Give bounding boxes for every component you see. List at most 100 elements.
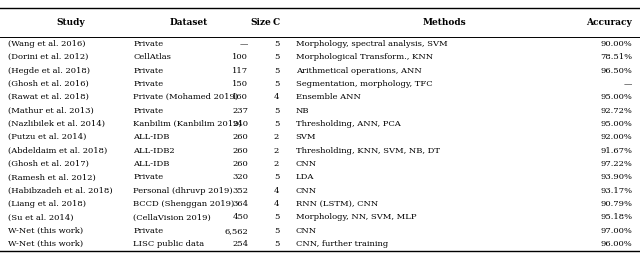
Text: (Abdeldaim et al. 2018): (Abdeldaim et al. 2018) — [8, 147, 107, 155]
Text: —: — — [240, 40, 248, 48]
Text: 2: 2 — [274, 133, 279, 141]
Text: 95.00%: 95.00% — [600, 120, 632, 128]
Text: 150: 150 — [232, 80, 248, 88]
Text: 91.67%: 91.67% — [600, 147, 632, 155]
Text: LISC public data: LISC public data — [133, 240, 204, 248]
Text: (Ghosh et al. 2017): (Ghosh et al. 2017) — [8, 160, 88, 168]
Text: (Hegde et al. 2018): (Hegde et al. 2018) — [8, 67, 90, 74]
Text: 254: 254 — [232, 240, 248, 248]
Text: 92.72%: 92.72% — [600, 106, 632, 115]
Text: (Su et al. 2014): (Su et al. 2014) — [8, 214, 73, 221]
Text: 2: 2 — [274, 147, 279, 155]
Text: Morphology, NN, SVM, MLP: Morphology, NN, SVM, MLP — [296, 214, 416, 221]
Text: Arithmetical operations, ANN: Arithmetical operations, ANN — [296, 67, 421, 74]
Text: RNN (LSTM), CNN: RNN (LSTM), CNN — [296, 200, 378, 208]
Text: 5: 5 — [274, 53, 279, 61]
Text: Private: Private — [133, 80, 163, 88]
Text: 90.00%: 90.00% — [600, 40, 632, 48]
Text: (Ghosh et al. 2016): (Ghosh et al. 2016) — [8, 80, 88, 88]
Text: 320: 320 — [232, 173, 248, 182]
Text: (Nazlibilek et al. 2014): (Nazlibilek et al. 2014) — [8, 120, 105, 128]
Text: (Dorini et al. 2012): (Dorini et al. 2012) — [8, 53, 88, 61]
Text: 93.17%: 93.17% — [600, 187, 632, 195]
Text: 2: 2 — [274, 160, 279, 168]
Text: W-Net (this work): W-Net (this work) — [8, 240, 83, 248]
Text: 5: 5 — [274, 80, 279, 88]
Text: (Liang et al. 2018): (Liang et al. 2018) — [8, 200, 86, 208]
Text: 96.00%: 96.00% — [600, 240, 632, 248]
Text: Segmentation, morphology, TFC: Segmentation, morphology, TFC — [296, 80, 432, 88]
Text: 240: 240 — [232, 120, 248, 128]
Text: 4: 4 — [274, 93, 279, 101]
Text: 5: 5 — [274, 120, 279, 128]
Text: 6,562: 6,562 — [225, 227, 248, 235]
Text: 364: 364 — [232, 200, 248, 208]
Text: —: — — [624, 80, 632, 88]
Text: Methods: Methods — [423, 18, 467, 27]
Text: 92.00%: 92.00% — [600, 133, 632, 141]
Text: (Putzu et al. 2014): (Putzu et al. 2014) — [8, 133, 86, 141]
Text: 78.51%: 78.51% — [600, 53, 632, 61]
Text: Private: Private — [133, 173, 163, 182]
Text: Private: Private — [133, 227, 163, 235]
Text: Accuracy: Accuracy — [587, 18, 632, 27]
Text: Study: Study — [56, 18, 84, 27]
Text: (CellaVision 2019): (CellaVision 2019) — [133, 214, 211, 221]
Text: ALL-IDB: ALL-IDB — [133, 133, 170, 141]
Text: 352: 352 — [232, 187, 248, 195]
Text: (Ramesh et al. 2012): (Ramesh et al. 2012) — [8, 173, 95, 182]
Text: 5: 5 — [274, 40, 279, 48]
Text: Thresholding, ANN, PCA: Thresholding, ANN, PCA — [296, 120, 401, 128]
Text: C: C — [273, 18, 280, 27]
Text: CNN: CNN — [296, 187, 317, 195]
Text: ALL-IDB: ALL-IDB — [133, 160, 170, 168]
Text: 97.00%: 97.00% — [600, 227, 632, 235]
Text: 4: 4 — [274, 187, 279, 195]
Text: CNN: CNN — [296, 160, 317, 168]
Text: Private: Private — [133, 106, 163, 115]
Text: 5: 5 — [274, 173, 279, 182]
Text: 100: 100 — [232, 53, 248, 61]
Text: 450: 450 — [232, 214, 248, 221]
Text: 5: 5 — [274, 106, 279, 115]
Text: Morphological Transform., KNN: Morphological Transform., KNN — [296, 53, 433, 61]
Text: 160: 160 — [232, 93, 248, 101]
Text: 5: 5 — [274, 214, 279, 221]
Text: 95.18%: 95.18% — [600, 214, 632, 221]
Text: 5: 5 — [274, 240, 279, 248]
Text: Thresholding, KNN, SVM, NB, DT: Thresholding, KNN, SVM, NB, DT — [296, 147, 440, 155]
Text: 90.79%: 90.79% — [600, 200, 632, 208]
Text: Private (Mohamed 2019): Private (Mohamed 2019) — [133, 93, 238, 101]
Text: (Mathur et al. 2013): (Mathur et al. 2013) — [8, 106, 93, 115]
Text: CNN: CNN — [296, 227, 317, 235]
Text: Private: Private — [133, 67, 163, 74]
Text: 95.00%: 95.00% — [600, 93, 632, 101]
Text: Morphology, spectral analysis, SVM: Morphology, spectral analysis, SVM — [296, 40, 447, 48]
Text: 97.22%: 97.22% — [600, 160, 632, 168]
Text: W-Net (this work): W-Net (this work) — [8, 227, 83, 235]
Text: 5: 5 — [274, 67, 279, 74]
Text: CellAtlas: CellAtlas — [133, 53, 171, 61]
Text: 96.50%: 96.50% — [600, 67, 632, 74]
Text: Ensemble ANN: Ensemble ANN — [296, 93, 360, 101]
Text: Kanbilim (Kanbilim 2019): Kanbilim (Kanbilim 2019) — [133, 120, 242, 128]
Text: (Habibzadeh et al. 2018): (Habibzadeh et al. 2018) — [8, 187, 112, 195]
Text: CNN, further training: CNN, further training — [296, 240, 388, 248]
Text: (Wang et al. 2016): (Wang et al. 2016) — [8, 40, 85, 48]
Text: Size: Size — [251, 18, 271, 27]
Text: 237: 237 — [232, 106, 248, 115]
Text: 260: 260 — [232, 147, 248, 155]
Text: 260: 260 — [232, 133, 248, 141]
Text: BCCD (Shenggan 2019): BCCD (Shenggan 2019) — [133, 200, 234, 208]
Text: Dataset: Dataset — [170, 18, 208, 27]
Text: 260: 260 — [232, 160, 248, 168]
Text: 4: 4 — [274, 200, 279, 208]
Text: Personal (dhruvp 2019): Personal (dhruvp 2019) — [133, 187, 233, 195]
Text: ALL-IDB2: ALL-IDB2 — [133, 147, 175, 155]
Text: 117: 117 — [232, 67, 248, 74]
Text: SVM: SVM — [296, 133, 316, 141]
Text: Private: Private — [133, 40, 163, 48]
Text: 5: 5 — [274, 227, 279, 235]
Text: 93.90%: 93.90% — [600, 173, 632, 182]
Text: LDA: LDA — [296, 173, 314, 182]
